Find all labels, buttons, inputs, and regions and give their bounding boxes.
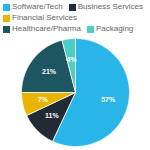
html-text:Software/Tech: Software/Tech [12, 2, 63, 11]
svg-text:21%: 21% [42, 68, 57, 75]
html-text:Business Services: Business Services [77, 2, 144, 11]
svg-text:11%: 11% [45, 112, 59, 119]
html-text:Packaging: Packaging [95, 24, 134, 33]
svg-text:7%: 7% [38, 96, 49, 103]
html-text:Financial Services: Financial Services [12, 13, 77, 22]
svg-text:4%: 4% [66, 56, 77, 63]
svg-text:57%: 57% [101, 96, 116, 103]
html-text:Healthcare/Pharma: Healthcare/Pharma [12, 24, 81, 33]
